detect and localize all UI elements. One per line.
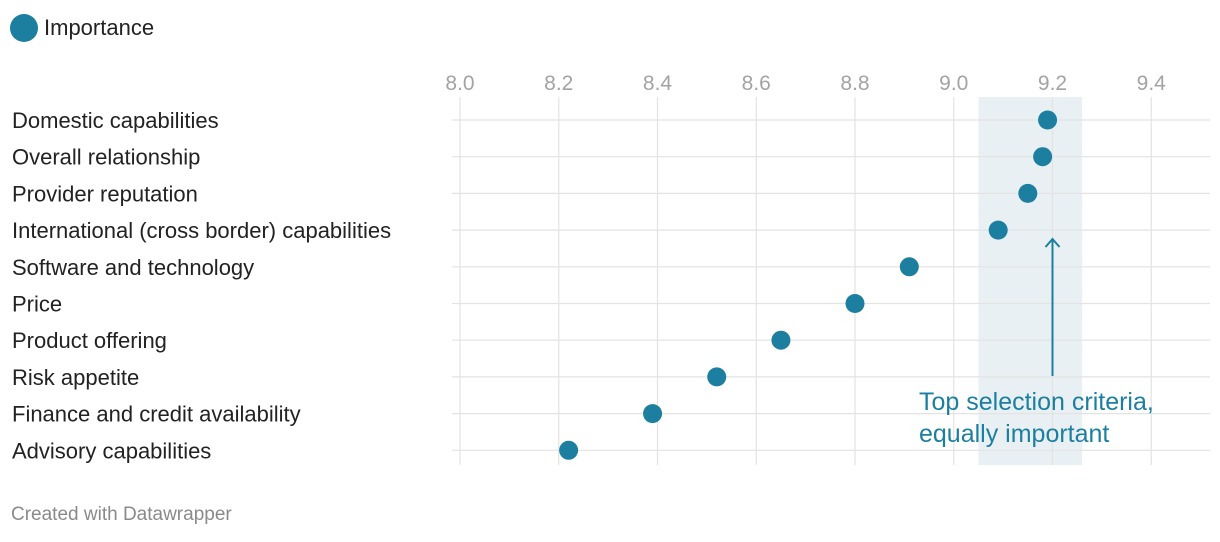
grid-layer	[452, 97, 1210, 465]
x-tick-label: 8.8	[840, 72, 869, 95]
row-label: Provider reputation	[12, 181, 198, 206]
x-tick-label: 9.4	[1137, 72, 1167, 95]
data-point	[1033, 147, 1053, 167]
footer-credit: Created with Datawrapper	[11, 504, 232, 525]
legend-label: Importance	[44, 15, 155, 40]
data-point	[643, 404, 663, 424]
annotation-text: Top selection criteria, equally importan…	[919, 388, 1161, 448]
x-tick-label: 8.2	[544, 72, 573, 95]
row-label: Overall relationship	[12, 145, 200, 170]
x-axis-ticks: 8.0 8.2 8.4 8.6 8.8 9.0 9.2 9.4	[445, 72, 1166, 95]
annotation-arrow-head-icon	[1044, 237, 1061, 248]
highlight-band-layer	[978, 97, 1083, 465]
annotation-line-1: Top selection criteria,	[919, 388, 1154, 416]
row-label: Software and technology	[12, 255, 254, 280]
row-label: Finance and credit availability	[12, 402, 301, 427]
data-point	[899, 257, 919, 277]
row-label: Product offering	[12, 328, 167, 353]
legend: Importance	[10, 14, 154, 42]
row-labels: Domestic capabilities Overall relationshi…	[12, 108, 391, 463]
row-label: International (cross border) capabilitie…	[12, 218, 391, 243]
row-label: Risk appetite	[12, 365, 139, 390]
dot-plot: 8.0 8.2 8.4 8.6 8.8 9.0 9.2 9.4 Domestic capabi…	[12, 72, 1210, 465]
data-point	[707, 367, 727, 387]
data-point	[559, 440, 579, 460]
data-point	[988, 220, 1008, 240]
row-label: Domestic capabilities	[12, 108, 219, 133]
data-point	[1038, 110, 1058, 130]
data-point	[845, 294, 865, 313]
x-tick-label: 8.6	[742, 72, 771, 95]
row-label: Price	[12, 292, 62, 317]
row-label: Advisory capabilities	[12, 438, 211, 463]
data-point	[771, 330, 791, 350]
data-point	[1018, 183, 1038, 203]
x-tick-label: 9.0	[939, 72, 968, 95]
x-tick-label: 8.4	[643, 72, 673, 95]
legend-swatch-icon	[10, 14, 38, 42]
x-tick-label: 8.0	[445, 72, 474, 95]
data-points	[559, 110, 1058, 460]
annotation: Top selection criteria, equally importan…	[919, 237, 1161, 448]
annotation-line-2: equally important	[919, 420, 1109, 448]
highlight-band	[978, 97, 1083, 465]
x-tick-label: 9.2	[1038, 72, 1067, 95]
